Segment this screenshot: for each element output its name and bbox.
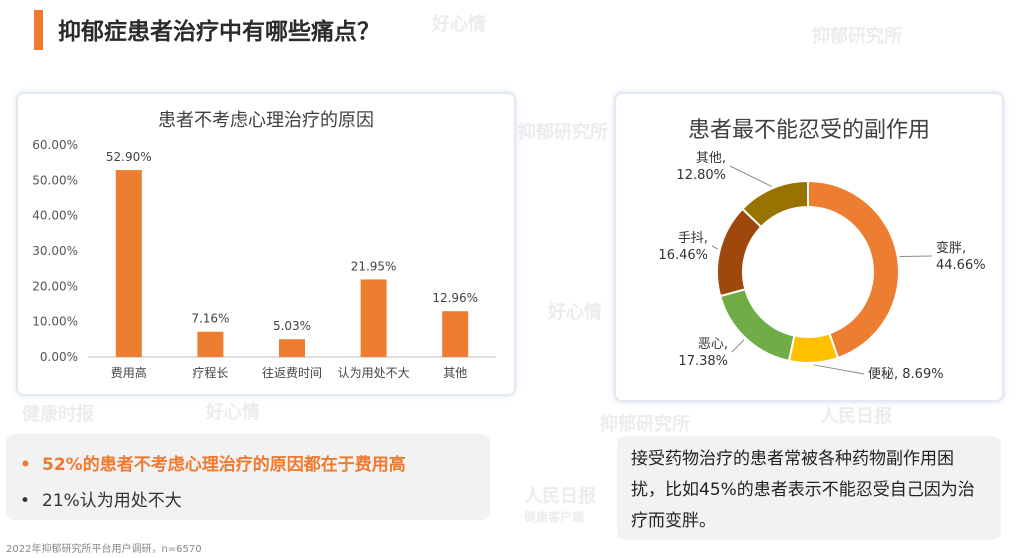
donut-slice bbox=[716, 207, 763, 298]
category-label: 认为用处不大 bbox=[338, 366, 410, 380]
y-tick-label: 30.00% bbox=[32, 244, 78, 258]
donut-slice bbox=[787, 332, 840, 364]
slice-name-label: 变胖, bbox=[936, 240, 966, 256]
watermark-logo: 抑郁研究所 bbox=[812, 26, 902, 47]
bullet-icon: • bbox=[20, 491, 31, 511]
category-label: 费用高 bbox=[111, 365, 147, 380]
data-label: 52.90% bbox=[106, 150, 152, 164]
bar-chart-card: 患者不考虑心理治疗的原因 0.00% 10.00% 20.00% 30.00% 40.0… bbox=[16, 92, 516, 396]
finding-text: 21%认为用处不大 bbox=[42, 491, 182, 511]
y-tick-label: 10.00% bbox=[32, 315, 78, 329]
watermark-logo: 好心情 bbox=[206, 402, 260, 423]
slice-name-label: 恶心, bbox=[698, 337, 728, 352]
slice-name-label: 手抖, bbox=[678, 231, 708, 246]
data-label: 21.95% bbox=[351, 259, 397, 273]
slice-value-label: 17.38% bbox=[678, 354, 728, 369]
donut-slice bbox=[719, 287, 796, 363]
y-tick-label: 40.00% bbox=[32, 209, 78, 223]
title-accent-bar bbox=[34, 10, 43, 50]
watermark-logo: 好心情 bbox=[432, 14, 486, 35]
leader-line bbox=[711, 245, 719, 250]
side-effect-summary: 接受药物治疗的患者常被各种药物副作用困扰，比如45%的患者表示不能忍受自己因为治… bbox=[617, 436, 1001, 540]
donut-slice bbox=[807, 179, 900, 360]
watermark-logo: 抑郁研究所 bbox=[600, 414, 690, 435]
bar-chart: 0.00% 10.00% 20.00% 30.00% 40.00% 50.00% 60.00… bbox=[32, 138, 496, 380]
finding-text: 52%的患者不考虑心理治疗的原因都在于费用高 bbox=[42, 455, 406, 475]
data-label: 5.03% bbox=[273, 319, 311, 333]
leader-line bbox=[729, 165, 772, 187]
slice-value-label: 44.66% bbox=[936, 258, 986, 273]
donut-chart-title: 患者最不能忍受的副作用 bbox=[687, 118, 930, 143]
slice-name-label: 其他, bbox=[696, 151, 726, 166]
watermark-logo: 人民日报 bbox=[820, 406, 892, 427]
watermark-logo: 健康客户端 bbox=[524, 510, 585, 524]
watermark-logo: 健康时报 bbox=[22, 404, 94, 425]
finding-item: • 21%认为用处不大 bbox=[20, 486, 182, 511]
source-note: 2022年抑郁研究所平台用户调研，n=6570 bbox=[6, 544, 202, 555]
y-tick-label: 50.00% bbox=[32, 173, 78, 187]
category-label: 往返费时间 bbox=[262, 365, 322, 380]
bar bbox=[442, 311, 469, 357]
bar bbox=[115, 170, 142, 357]
leader-line bbox=[813, 364, 865, 375]
bullet-icon: • bbox=[20, 455, 31, 475]
donut-slice bbox=[741, 179, 809, 229]
category-label: 疗程长 bbox=[192, 365, 228, 380]
bar-chart-title: 患者不考虑心理治疗的原因 bbox=[158, 110, 374, 131]
y-tick-label: 0.00% bbox=[40, 350, 78, 364]
y-tick-label: 20.00% bbox=[32, 279, 78, 293]
data-label: 12.96% bbox=[432, 291, 478, 305]
bar bbox=[279, 339, 305, 357]
category-label: 其他 bbox=[443, 366, 467, 380]
watermark-logo: 人民日报 bbox=[524, 486, 596, 507]
y-tick-label: 60.00% bbox=[32, 138, 78, 152]
page-title: 抑郁症患者治疗中有哪些痛点？ bbox=[58, 19, 380, 45]
key-findings: • 52%的患者不考虑心理治疗的原因都在于费用高 • 21%认为用处不大 bbox=[6, 434, 490, 520]
donut-chart-card: 患者最不能忍受的副作用 变胖, 44.66% 便秘, 8.69% 恶心, 17.38% 手… bbox=[614, 92, 1004, 402]
bar bbox=[197, 331, 224, 357]
watermark-logo: 抑郁研究所 bbox=[518, 122, 608, 143]
watermark-logo: 好心情 bbox=[548, 302, 602, 323]
slice-value-label: 16.46% bbox=[658, 248, 708, 263]
slice-value-label: 12.80% bbox=[676, 168, 726, 183]
leader-line bbox=[731, 339, 745, 353]
donut-chart: 变胖, 44.66% 便秘, 8.69% 恶心, 17.38% 手抖, 16.46% 其他, 1… bbox=[658, 151, 986, 382]
data-label: 7.16% bbox=[191, 312, 229, 326]
finding-item: • 52%的患者不考虑心理治疗的原因都在于费用高 bbox=[20, 450, 406, 475]
slice-label: 便秘, 8.69% bbox=[868, 367, 944, 382]
summary-text: 接受药物治疗的患者常被各种药物副作用困扰，比如45%的患者表示不能忍受自己因为治… bbox=[631, 449, 975, 531]
bar bbox=[360, 279, 387, 357]
